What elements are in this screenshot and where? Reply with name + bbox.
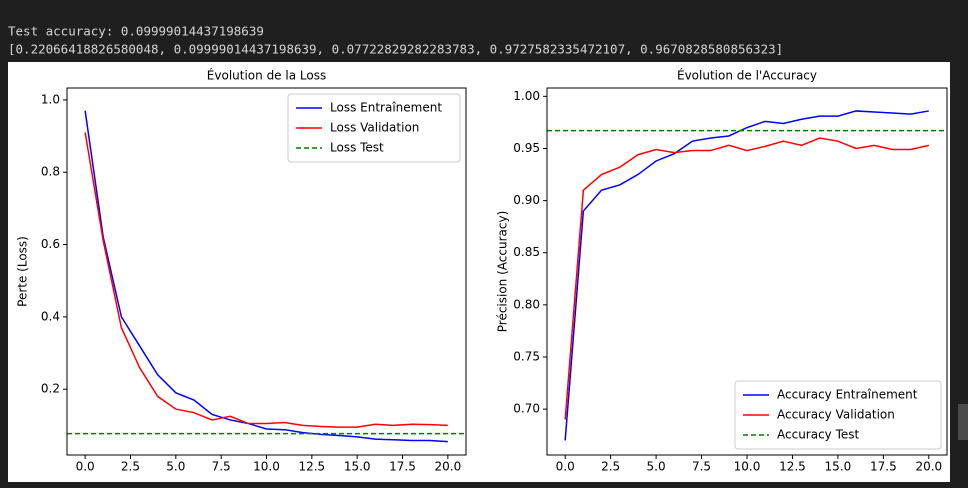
legend-box xyxy=(287,93,461,163)
x-tick-label: 12.5 xyxy=(298,460,325,474)
y-tick-label: 0.80 xyxy=(513,297,540,311)
series-line xyxy=(564,110,929,441)
series-line xyxy=(84,110,448,443)
series-line xyxy=(84,132,448,428)
x-tick-label: 7.5 xyxy=(692,460,711,474)
x-tick-label: 10.0 xyxy=(734,460,761,474)
chart-title: Évolution de l'Accuracy xyxy=(677,68,817,83)
y-tick-label: 0.2 xyxy=(41,382,60,396)
y-tick-label: 0.75 xyxy=(513,349,540,363)
output-line: Test accuracy: 0.09999014437198639 xyxy=(8,24,264,39)
x-tick-label: 20.0 xyxy=(435,460,462,474)
legend-label: Loss Entraînement xyxy=(330,101,442,115)
x-tick-label: 15.0 xyxy=(825,460,852,474)
x-tick-label: 5.0 xyxy=(166,460,185,474)
y-tick-label: 0.70 xyxy=(513,402,540,416)
legend-box xyxy=(734,380,942,450)
output-line: [0.22066418826580048, 0.0999901443719863… xyxy=(8,42,783,57)
axes-frame xyxy=(66,87,467,456)
series-line xyxy=(564,137,929,420)
x-tick-label: 7.5 xyxy=(212,460,231,474)
y-tick-label: 0.95 xyxy=(513,141,540,155)
y-tick-label: 0.6 xyxy=(41,237,60,251)
x-tick-label: 0.0 xyxy=(556,460,575,474)
x-tick-label: 15.0 xyxy=(344,460,371,474)
chart-title: Évolution de la Loss xyxy=(207,68,326,83)
y-axis-label: Précision (Accuracy) xyxy=(496,211,510,333)
y-tick-label: 0.8 xyxy=(41,165,60,179)
y-tick-label: 1.0 xyxy=(41,92,60,106)
axes-frame xyxy=(546,87,948,456)
legend-label: Accuracy Test xyxy=(777,428,860,442)
y-tick-label: 0.85 xyxy=(513,245,540,259)
x-tick-label: 5.0 xyxy=(647,460,666,474)
x-tick-label: 2.5 xyxy=(121,460,140,474)
x-tick-label: 12.5 xyxy=(779,460,806,474)
x-tick-label: 17.5 xyxy=(389,460,416,474)
y-axis-label: Perte (Loss) xyxy=(16,236,30,307)
y-tick-label: 0.90 xyxy=(513,193,540,207)
y-tick-label: 0.4 xyxy=(41,309,60,323)
legend-label: Accuracy Entraînement xyxy=(777,388,918,402)
x-tick-label: 17.5 xyxy=(870,460,897,474)
legend-label: Loss Validation xyxy=(330,121,419,135)
x-tick-label: 2.5 xyxy=(601,460,620,474)
legend-label: Loss Test xyxy=(330,141,384,155)
x-tick-label: 10.0 xyxy=(253,460,280,474)
x-tick-label: 0.0 xyxy=(76,460,95,474)
x-tick-label: 20.0 xyxy=(915,460,942,474)
scroll-gutter xyxy=(950,0,968,488)
legend-label: Accuracy Validation xyxy=(777,408,895,422)
y-tick-label: 1.00 xyxy=(513,89,540,103)
scrollbar[interactable] xyxy=(958,404,968,440)
